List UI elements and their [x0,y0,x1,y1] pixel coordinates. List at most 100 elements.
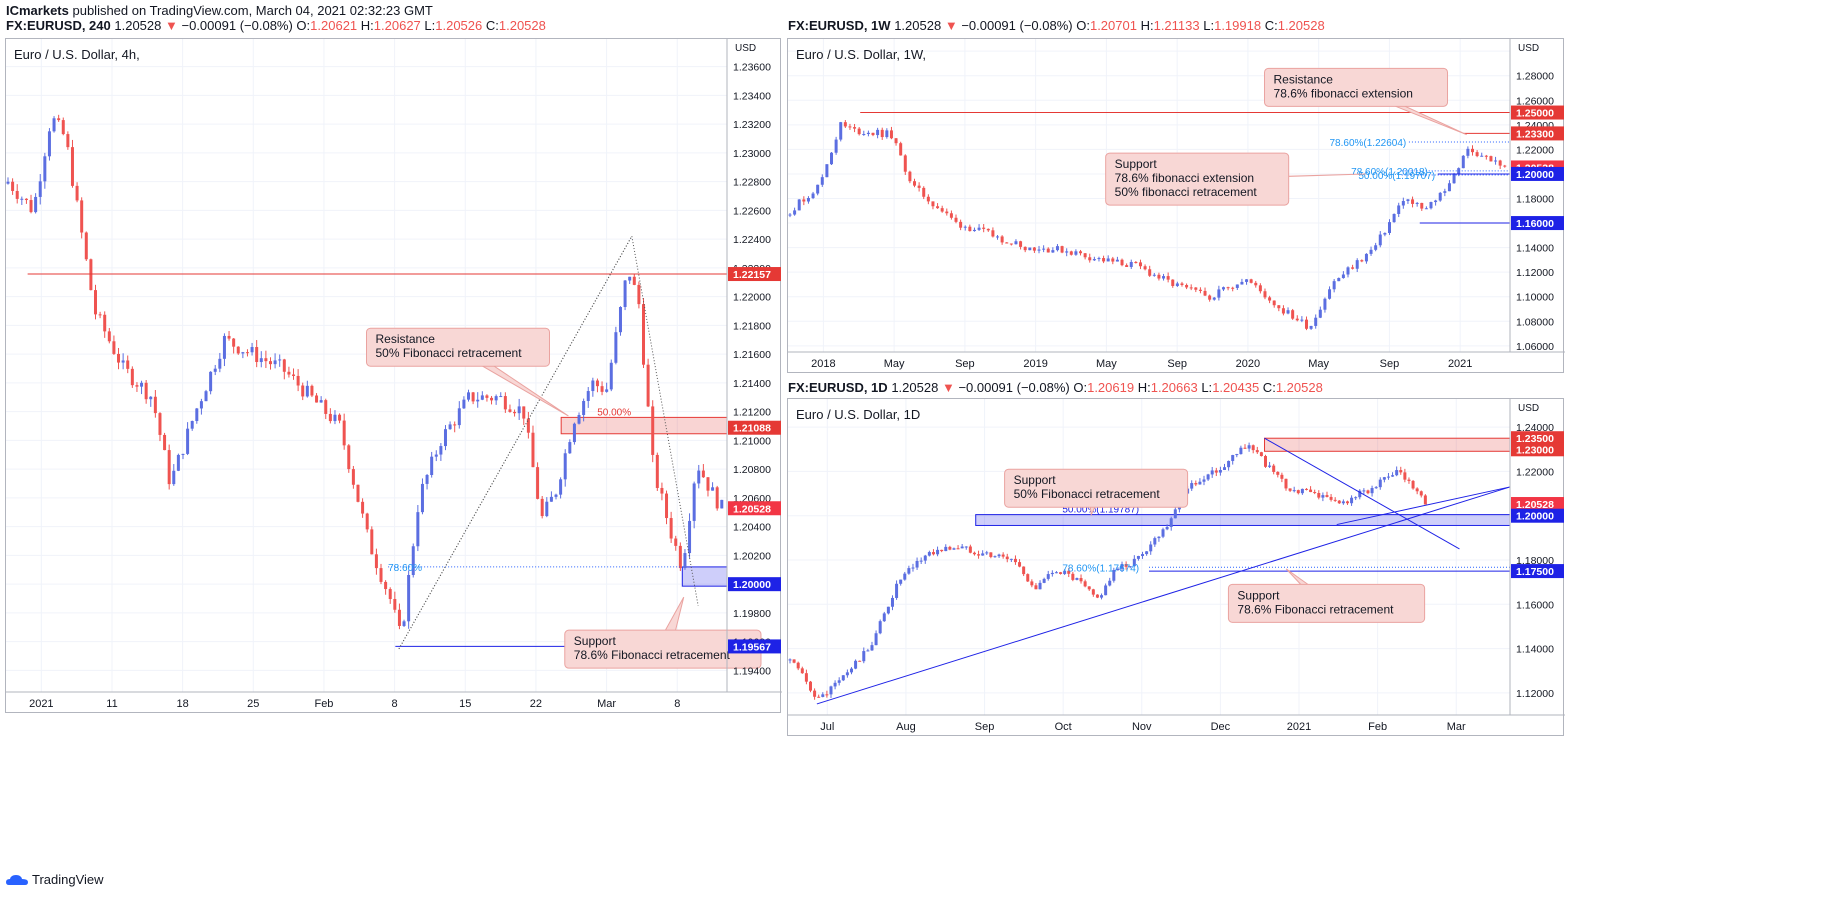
candle [1092,256,1096,261]
candle [1466,146,1470,159]
candle [1399,466,1403,475]
candle-body [843,122,847,127]
candle-body [453,424,457,426]
candle-body [889,130,893,139]
candle [1203,287,1207,297]
candle [1129,259,1133,269]
candle [804,669,808,685]
candle-body [1411,199,1415,204]
candle [1362,488,1366,495]
candle-body [839,122,843,140]
candle-body [1202,479,1206,482]
candle [949,210,953,220]
candle [130,366,134,388]
candle-body [858,660,862,662]
candle [103,311,107,338]
candle-body [1102,258,1106,262]
candle-body [825,164,829,178]
chart-panel-1w[interactable]: Euro / U.S. Dollar, 1W, 78.60%(1.22604) 7… [787,38,1565,374]
candle-body [494,396,498,401]
candle [1263,288,1267,300]
candle-body [1079,578,1083,582]
candle-body [1457,168,1461,174]
candle [462,396,466,409]
candle-body [646,364,650,407]
price-tag [1511,166,1564,181]
candle [825,690,829,698]
price-tick-label: 1.23400 [733,90,771,102]
candle [1042,245,1046,253]
candle-body [1087,586,1091,590]
candle [1351,264,1355,270]
price-tag-label: 1.19567 [733,641,771,653]
candle-body [701,470,705,478]
candle-body [1005,242,1009,244]
time-tick-label: 11 [106,698,117,710]
candle-body [1173,509,1177,519]
candle-body [296,375,300,386]
candle-body [866,132,870,135]
candle [1369,246,1373,256]
chart-svg-1w[interactable]: 78.60%(1.22604) 78.60%(1.20018)50.00%(1.1… [788,39,1565,374]
candle [1443,188,1447,197]
candle-body [361,501,365,514]
time-tick-label: 2021 [1287,721,1311,733]
fib-zone [560,416,728,435]
candle [1461,155,1465,169]
candle-body [1152,274,1156,276]
candle-body [1198,481,1202,485]
candle-body [1018,562,1022,567]
candle [960,543,964,549]
candle-body [1466,148,1470,156]
fib-zone [975,514,1511,526]
candle-body [788,659,792,661]
tradingview-logo[interactable]: TradingView [6,872,104,887]
candle-body [1065,251,1069,253]
candle-body [1438,192,1442,201]
candle [963,225,967,231]
candle-body [1391,475,1395,477]
candle [674,535,678,551]
candle [517,398,521,420]
candle-body [1355,260,1359,269]
candle [176,453,180,472]
candle [1083,253,1087,260]
candle [351,465,355,489]
candle-body [1129,262,1133,267]
candle-body [878,621,882,634]
price-tag [728,639,781,654]
candle [540,496,544,519]
candle [715,485,719,511]
candle-body [1341,501,1345,504]
down-arrow-icon: ▼ [165,18,178,33]
chart-svg-1d[interactable]: 50.00%(1.19787)78.60%(1.17674)Support50%… [788,399,1565,737]
candle-body [907,568,911,574]
candle [420,478,424,515]
candle [816,184,820,196]
candle-body [241,352,245,354]
candle [845,669,849,678]
candle [112,335,116,355]
candle [361,498,365,518]
candle-body [837,680,841,683]
candle-body [853,127,857,129]
candle [927,550,931,557]
candle [923,554,927,564]
candle-body [1280,474,1284,479]
candle [1407,477,1411,484]
candle-body [379,568,383,582]
candle [1198,478,1202,485]
candle-body [1088,257,1092,261]
chart-panel-4h[interactable]: Euro / U.S. Dollar, 4h, 50.00% 78.60% Resi… [5,38,782,714]
candle [1411,196,1415,208]
candle-body [499,396,503,398]
candle [1292,486,1296,493]
candle [1023,246,1027,253]
candle-body [1218,469,1222,473]
price-tick-label: 1.18000 [1516,194,1554,206]
chart-panel-1d[interactable]: Euro / U.S. Dollar, 1D 50.00%(1.19787) 78… [787,398,1565,737]
candle [889,126,893,140]
candle [1332,278,1336,293]
